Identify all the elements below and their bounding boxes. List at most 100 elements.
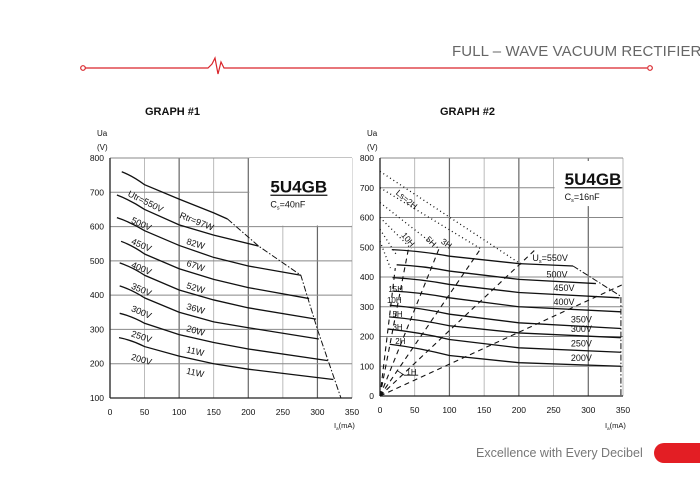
x-tick-label: 350 xyxy=(345,407,359,417)
capacitance-label: Cs=40nF xyxy=(270,199,305,211)
y-tick-label: 100 xyxy=(360,361,374,371)
x-tick-label: 300 xyxy=(581,405,595,415)
y-tick-label: 800 xyxy=(360,153,374,163)
choke-label-1H: 1H xyxy=(406,368,416,377)
graph-2: 5U4GB Cs=16nF 0 50 100 150 200 250 300 350 800 700 6… xyxy=(360,129,631,431)
x-tick-label: 150 xyxy=(207,407,221,417)
dotted-choke-label: Ls=2H xyxy=(394,188,419,212)
choke-line-15H xyxy=(379,268,396,397)
choke-label-15H: 15H xyxy=(388,285,403,294)
x-tick-label: 250 xyxy=(276,407,290,417)
x-axis-label: Ia(mA) xyxy=(605,421,626,431)
series-curve-300V xyxy=(119,285,319,340)
power-label: 11W xyxy=(185,345,205,359)
y-tick-label: 200 xyxy=(90,359,104,369)
graph-2-title: GRAPH #2 xyxy=(440,106,496,118)
choke-label-10H: 10H xyxy=(387,296,402,305)
series-curve-Utr=550V xyxy=(121,171,228,220)
power-label: Rtr=97W xyxy=(178,210,215,233)
series-label: 400V xyxy=(553,297,574,307)
graph-1: 5U4GB Cs=40nF 0 50 100 150 200 250 300 350 800 700 6… xyxy=(90,129,360,431)
y-tick-label: 100 xyxy=(90,393,104,403)
choke-label-3H: 3H xyxy=(392,323,402,332)
y-axis-label: Ua xyxy=(97,129,108,138)
series-label: Us=550V xyxy=(532,253,568,265)
x-tick-label: 250 xyxy=(546,405,560,415)
y-tick-label: 300 xyxy=(90,324,104,334)
header-line-end-dot xyxy=(647,65,653,71)
tube-type-label: 5U4GB xyxy=(565,170,622,189)
dotted-choke-line xyxy=(379,170,523,266)
y-tick-label: 700 xyxy=(360,183,374,193)
x-tick-label: 200 xyxy=(512,405,526,415)
series-curve-200V xyxy=(118,337,334,381)
x-tick-label: 200 xyxy=(241,407,255,417)
series-curve-200V xyxy=(389,343,621,367)
dotted-choke-line xyxy=(379,241,392,269)
series-curve-350V xyxy=(389,304,621,330)
x-tick-label: 300 xyxy=(310,407,324,417)
y-tick-label: 600 xyxy=(360,213,374,223)
series-label: 200V xyxy=(571,353,592,363)
x-axis-label: Ia(mA) xyxy=(334,421,355,431)
max-rating-envelope xyxy=(227,218,342,399)
y-tick-label: 800 xyxy=(90,153,104,163)
max-rating-envelope xyxy=(572,265,622,396)
series-label: 500V xyxy=(547,269,568,279)
series-curve-500V xyxy=(396,264,596,285)
footer-tagline: Excellence with Every Decibel xyxy=(476,446,643,460)
x-tick-label: 0 xyxy=(378,405,383,415)
header-line-start-dot xyxy=(80,65,86,71)
choke-line-10H xyxy=(379,248,410,397)
y-tick-label: 500 xyxy=(90,256,104,266)
series-label: 250V xyxy=(571,339,592,349)
dotted-choke-label: 5H xyxy=(424,234,439,249)
x-tick-label: 50 xyxy=(410,405,420,415)
series-label: 450V xyxy=(553,283,574,293)
y-tick-label: 400 xyxy=(90,290,104,300)
y-tick-label: 400 xyxy=(360,272,374,282)
dotted-choke-label: 3H xyxy=(439,236,454,250)
y-tick-label: 0 xyxy=(369,391,374,401)
graph-1-title: GRAPH #1 xyxy=(145,106,201,118)
x-tick-label: 100 xyxy=(172,407,186,417)
title-box xyxy=(249,158,352,226)
title-box xyxy=(554,160,620,207)
y-tick-label: 600 xyxy=(90,222,104,232)
y-axis-unit: (V) xyxy=(97,143,108,152)
choke-label-2H: 2H xyxy=(395,337,405,346)
header-heartbeat-line xyxy=(84,56,647,75)
footer-accent-pill xyxy=(654,443,700,463)
dotted-choke-line xyxy=(379,229,398,257)
series-curve-250V xyxy=(119,312,328,362)
series-curve-250V xyxy=(388,328,621,353)
series-curve-400V xyxy=(392,290,621,313)
y-axis-unit: (V) xyxy=(367,143,378,152)
y-tick-label: 500 xyxy=(360,242,374,252)
y-tick-label: 700 xyxy=(90,187,104,197)
series-curve-Us=550V xyxy=(391,248,574,267)
capacitance-label: Cs=16nF xyxy=(565,192,600,204)
grid xyxy=(109,157,353,399)
series-curve-300V xyxy=(388,316,621,339)
power-label: 36W xyxy=(185,301,206,316)
x-tick-label: 50 xyxy=(140,407,150,417)
power-label: 20W xyxy=(185,323,206,338)
power-label: 11W xyxy=(185,366,205,380)
series-curve-500V xyxy=(116,194,259,247)
series-curve-450V xyxy=(392,276,620,299)
choke-1H-leader xyxy=(397,370,419,376)
series-curve-350V xyxy=(119,262,317,320)
tube-type-label: 5U4GB xyxy=(270,177,327,196)
x-tick-label: 150 xyxy=(477,405,491,415)
series-label: 200V xyxy=(130,352,153,367)
y-axis-label: Ua xyxy=(367,129,378,138)
series-curve-400V xyxy=(120,240,310,300)
header-rule xyxy=(80,56,653,75)
document-title: FULL – WAVE VACUUM RECTIFIER xyxy=(452,43,700,60)
series-label: 300V xyxy=(571,324,592,334)
x-tick-label: 350 xyxy=(616,405,630,415)
y-tick-label: 200 xyxy=(360,332,374,342)
y-tick-label: 300 xyxy=(360,302,374,312)
